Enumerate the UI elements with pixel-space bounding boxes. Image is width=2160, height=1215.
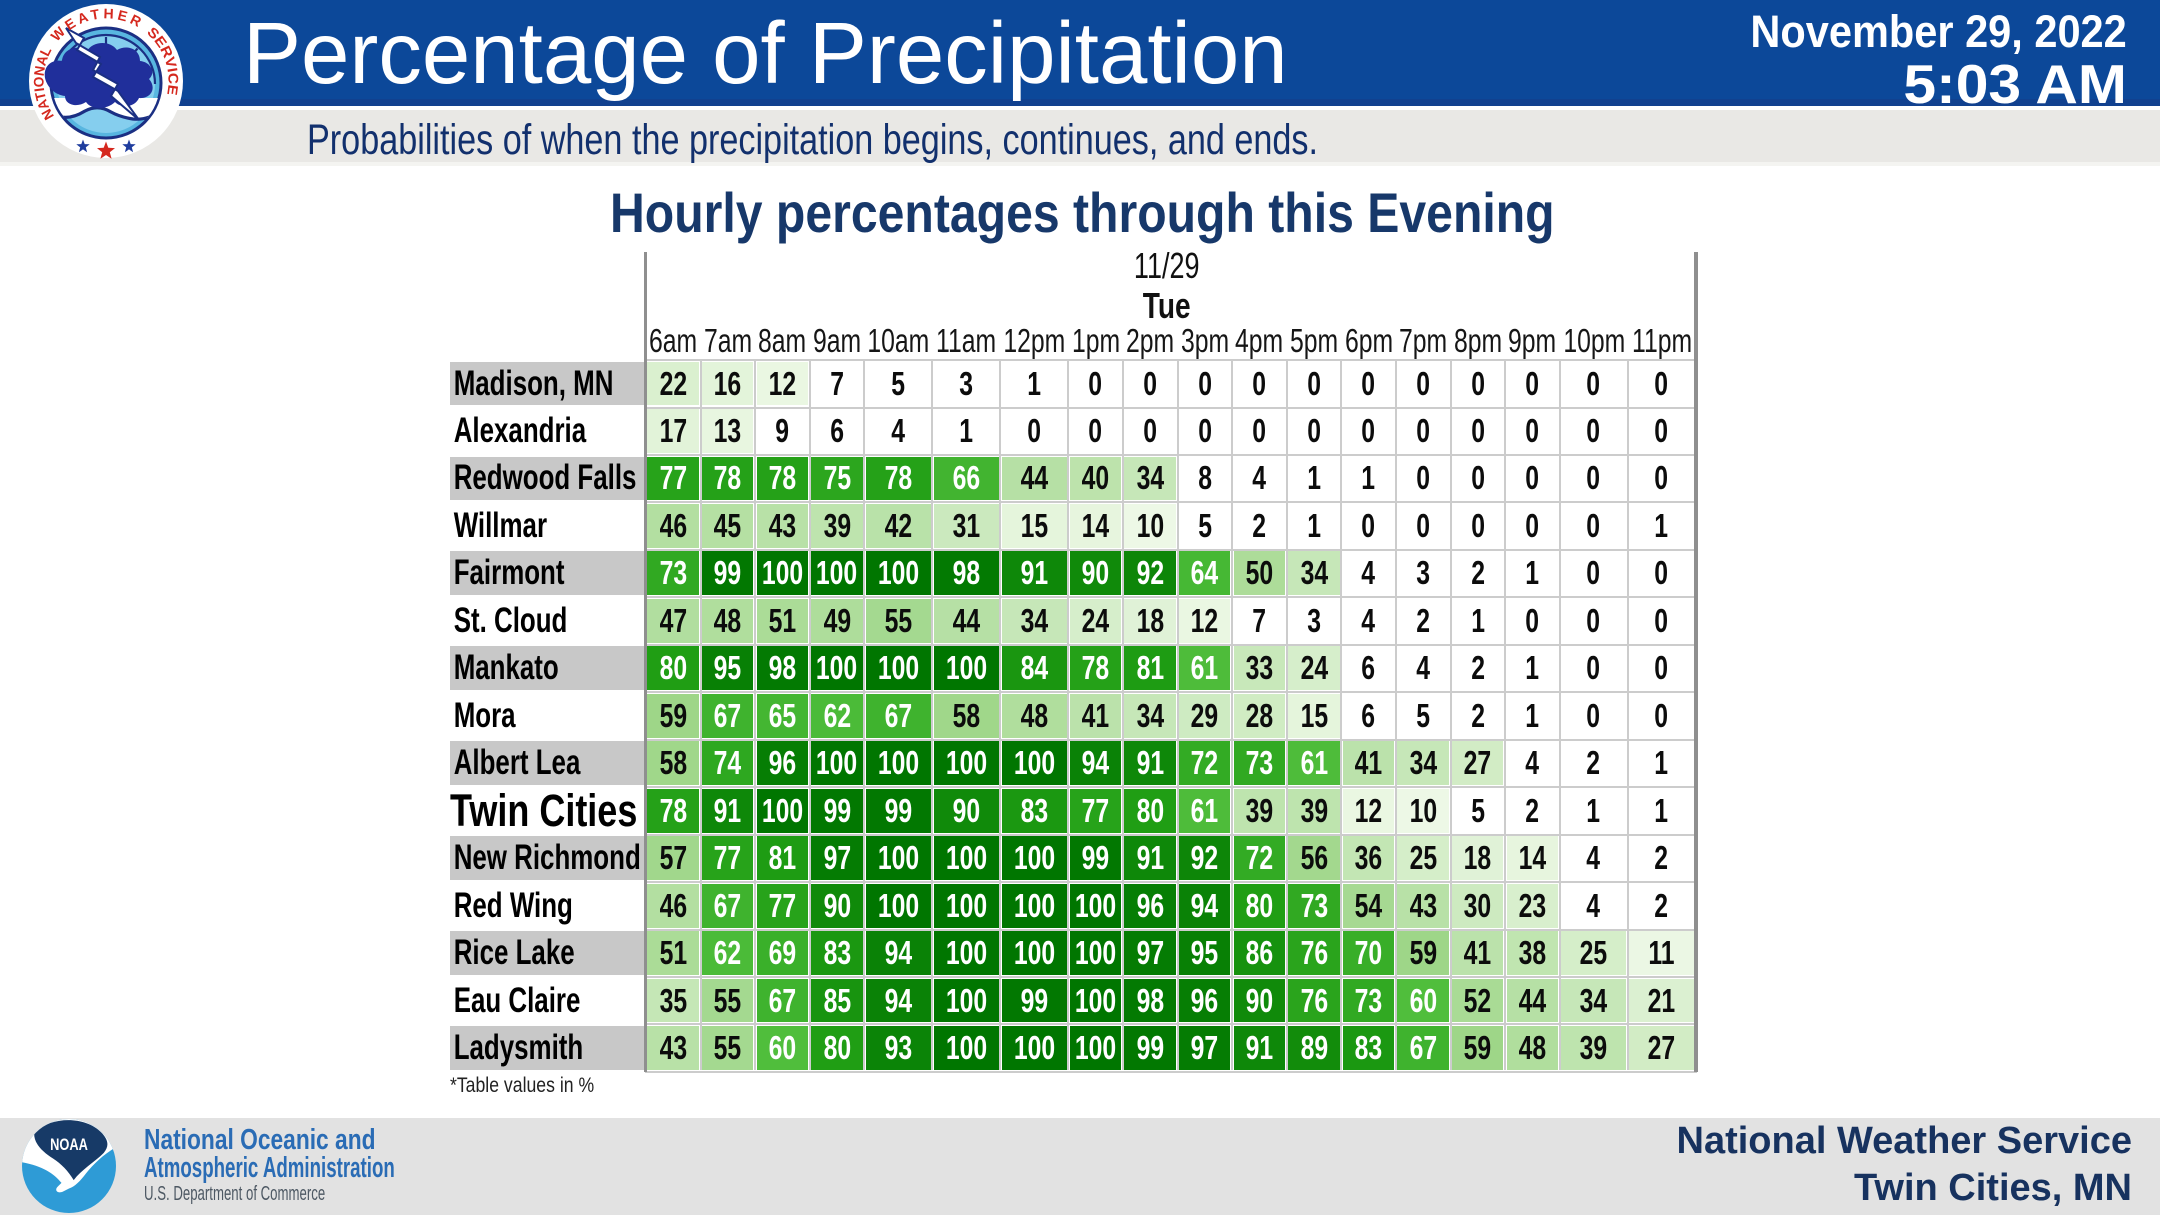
svg-text:NOAA: NOAA [50,1137,88,1155]
